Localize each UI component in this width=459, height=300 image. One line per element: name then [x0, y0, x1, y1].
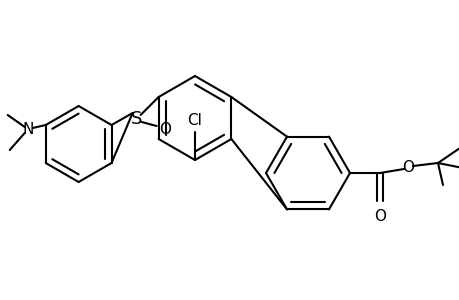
Text: N: N: [22, 122, 34, 137]
Text: O: O: [401, 160, 413, 175]
Text: S: S: [131, 110, 142, 128]
Text: O: O: [373, 209, 385, 224]
Text: O: O: [158, 122, 170, 136]
Text: Cl: Cl: [187, 113, 202, 128]
